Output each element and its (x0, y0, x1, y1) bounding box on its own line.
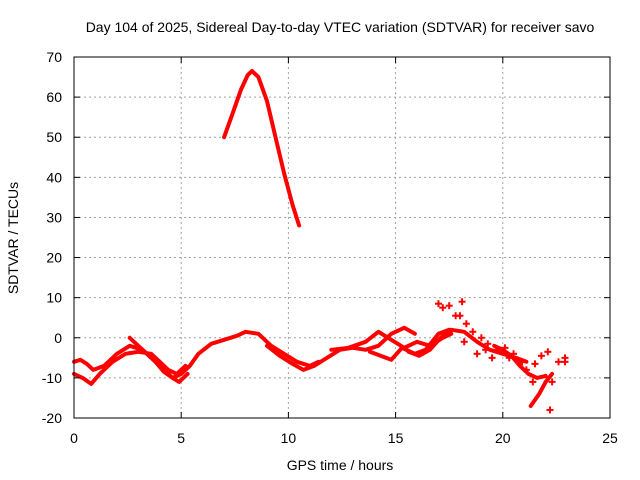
scatter-point (505, 354, 513, 362)
scatter-point (548, 378, 556, 386)
scatter-point (546, 406, 554, 414)
scatter-point (473, 350, 481, 358)
y-tick-label: -20 (42, 410, 62, 426)
series-arc-c (127, 335, 190, 384)
y-tick-label: 50 (46, 129, 62, 145)
y-tick-label: 10 (46, 290, 62, 306)
scatter-point (439, 304, 447, 312)
scatter-point (456, 312, 464, 320)
x-tick-label: 10 (281, 430, 297, 446)
x-tick-label: 25 (602, 430, 618, 446)
scatter-point (531, 360, 539, 368)
scatter-point (555, 358, 563, 366)
scatter-point (458, 298, 466, 306)
scatter-point (522, 366, 530, 374)
grid (74, 57, 610, 418)
series-arc-h (492, 343, 548, 380)
scatter-point (544, 348, 552, 356)
chart-title: Day 104 of 2025, Sidereal Day-to-day VTE… (86, 19, 595, 35)
scatter-point (482, 346, 490, 354)
x-tick-label: 15 (388, 430, 404, 446)
scatter-point (518, 358, 526, 366)
scatter-point (537, 352, 545, 360)
y-tick-label: 30 (46, 209, 62, 225)
series-arc-a (72, 349, 188, 386)
x-tick-label: 0 (70, 430, 78, 446)
scatter-point (484, 340, 492, 348)
scatter-point (434, 300, 442, 308)
scatter-point (529, 378, 537, 386)
scatter-point (469, 328, 477, 336)
series-arc-b (72, 329, 321, 380)
scatter-point (445, 302, 453, 310)
y-axis-label: SDTVAR / TECUs (5, 182, 21, 294)
x-tick-label: 5 (177, 430, 185, 446)
y-tick-label: 40 (46, 169, 62, 185)
series-arc-high (222, 69, 302, 228)
series-arc-i (528, 371, 555, 408)
y-tick-label: 20 (46, 250, 62, 266)
scatter-point (510, 350, 518, 358)
scatter-point (462, 320, 470, 328)
y-tick-label: -10 (42, 370, 62, 386)
y-tick-label: 60 (46, 89, 62, 105)
x-axis-label: GPS time / hours (287, 457, 394, 473)
x-tick-label: 20 (495, 430, 511, 446)
y-tick-label: 70 (46, 49, 62, 65)
scatter-point (561, 358, 569, 366)
scatter-point (492, 346, 500, 354)
scatter-point (477, 334, 485, 342)
axis-ticks: 0 5 10 15 20 25 -20 -10 0 10 20 30 40 50 60 70 (42, 49, 618, 446)
scatter-point (460, 338, 468, 346)
plot-frame (73, 56, 611, 419)
scatter-point (488, 354, 496, 362)
series-layer (72, 69, 569, 414)
y-tick-label: 0 (54, 330, 62, 346)
scatter-point (501, 344, 509, 352)
